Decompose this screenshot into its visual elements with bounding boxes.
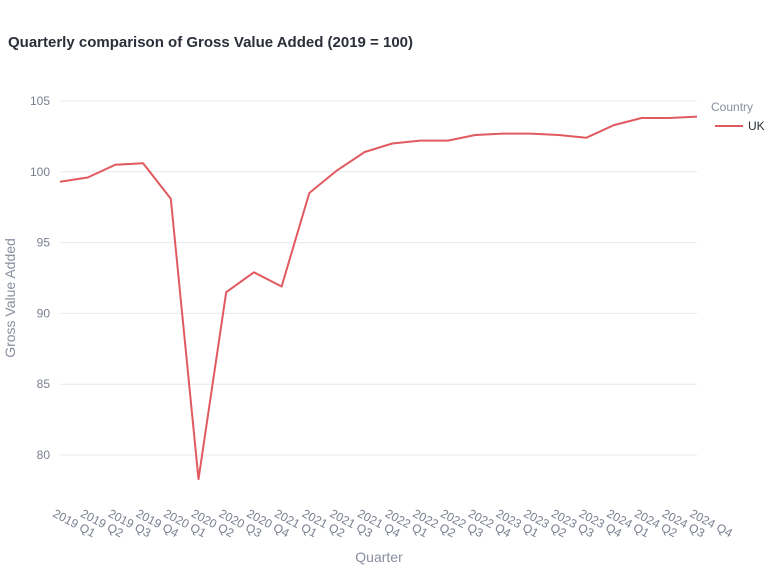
- data-point[interactable]: [693, 113, 701, 121]
- data-point[interactable]: [555, 131, 563, 139]
- data-point[interactable]: [194, 475, 202, 483]
- data-point[interactable]: [361, 148, 369, 156]
- y-tick-label: 80: [37, 448, 51, 462]
- data-point[interactable]: [222, 288, 230, 296]
- y-tick-label: 100: [30, 165, 50, 179]
- x-axis-title: Quarter: [355, 549, 403, 565]
- data-point[interactable]: [84, 173, 92, 181]
- data-point[interactable]: [333, 166, 341, 174]
- data-point[interactable]: [471, 131, 479, 139]
- y-axis-ticks: 80 85 90 95 100 105: [30, 94, 50, 462]
- chart-title: Quarterly comparison of Gross Value Adde…: [8, 34, 414, 51]
- data-point[interactable]: [167, 195, 175, 203]
- data-point[interactable]: [111, 161, 119, 169]
- data-point[interactable]: [527, 130, 535, 138]
- gridlines: [60, 100, 697, 456]
- series-layer: [56, 113, 701, 483]
- data-point[interactable]: [444, 137, 452, 145]
- data-point[interactable]: [278, 282, 286, 290]
- legend-label-uk: UK: [748, 119, 765, 133]
- y-tick-label: 90: [37, 306, 51, 320]
- y-tick-label: 85: [37, 377, 51, 391]
- legend: Country UK: [711, 100, 765, 133]
- data-point[interactable]: [305, 189, 313, 197]
- data-point[interactable]: [582, 134, 590, 142]
- data-point[interactable]: [638, 114, 646, 122]
- data-point[interactable]: [388, 139, 396, 147]
- data-point[interactable]: [499, 130, 507, 138]
- data-point[interactable]: [610, 121, 618, 129]
- data-point[interactable]: [416, 137, 424, 145]
- data-point[interactable]: [250, 268, 258, 276]
- y-tick-label: 95: [37, 236, 51, 250]
- y-tick-label: 105: [30, 94, 50, 108]
- data-point[interactable]: [665, 114, 673, 122]
- legend-title: Country: [711, 100, 753, 114]
- series-line-uk: [59, 115, 698, 481]
- data-point[interactable]: [139, 159, 147, 167]
- y-axis-title: Gross Value Added: [2, 238, 18, 358]
- data-point[interactable]: [56, 178, 64, 186]
